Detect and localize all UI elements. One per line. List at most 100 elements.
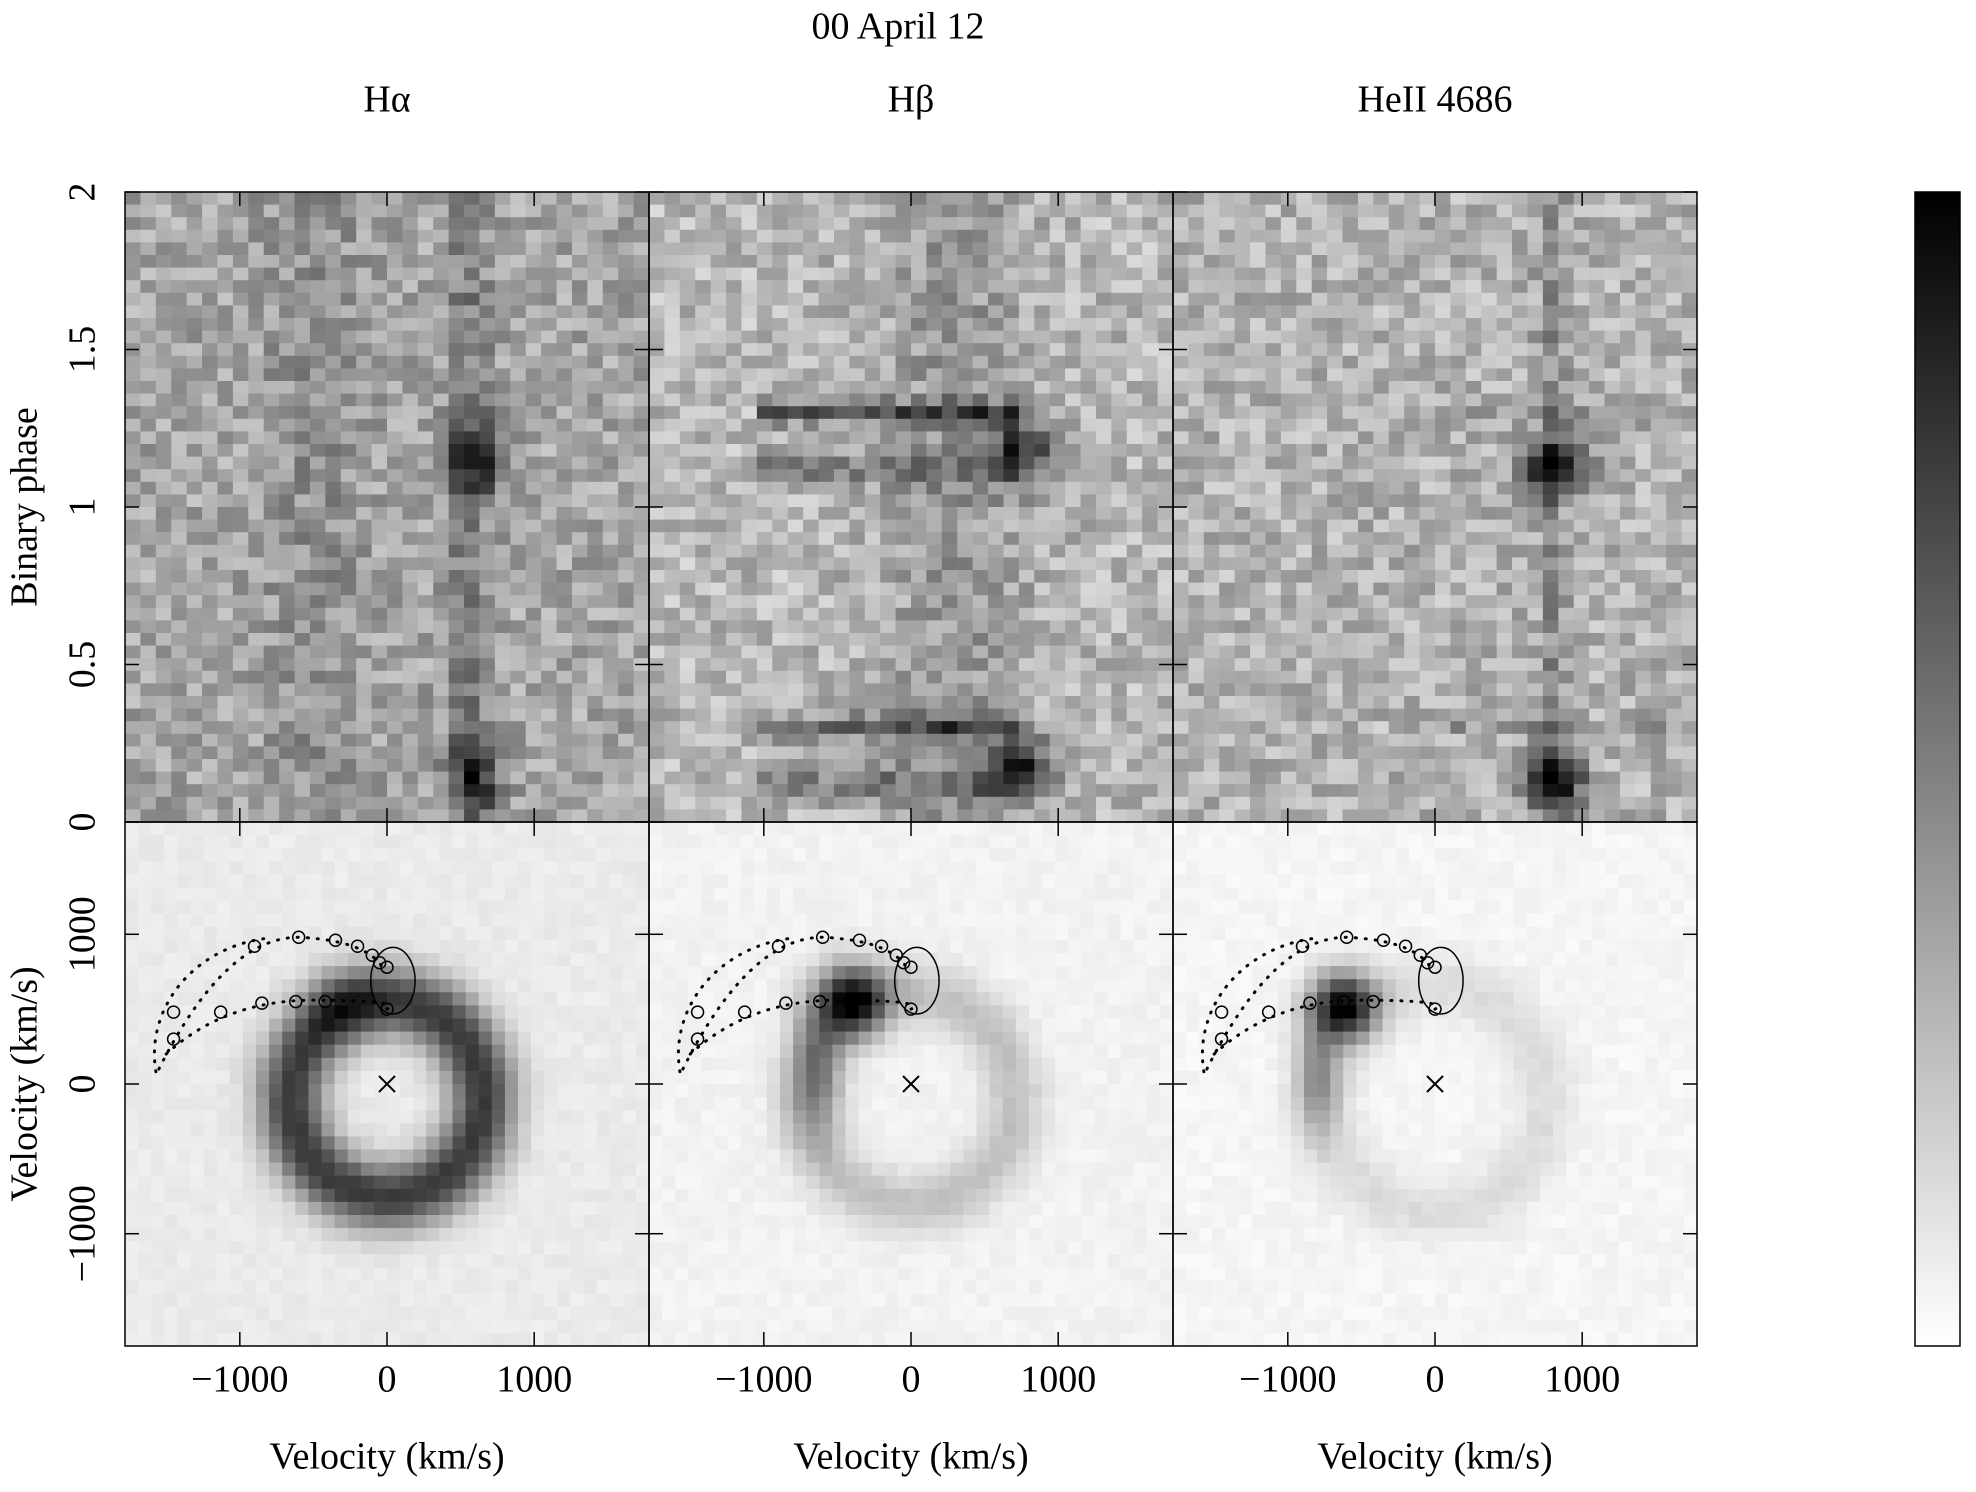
map-pixel bbox=[439, 992, 454, 1006]
map-pixel bbox=[504, 1018, 519, 1033]
spectrum-pixel bbox=[309, 431, 326, 445]
spectrum-pixel bbox=[602, 670, 619, 684]
map-pixel bbox=[439, 979, 454, 993]
map-pixel bbox=[465, 1070, 480, 1085]
spectrum-pixel bbox=[1003, 444, 1020, 458]
spectrum-pixel bbox=[556, 733, 573, 747]
spectrum-pixel bbox=[803, 381, 820, 395]
spectrum-pixel bbox=[957, 658, 974, 672]
map-pixel bbox=[308, 1110, 323, 1124]
spectrum-pixel bbox=[633, 431, 650, 445]
map-pixel bbox=[242, 1280, 257, 1295]
spectrum-pixel bbox=[833, 633, 850, 647]
spectrum-pixel bbox=[541, 393, 558, 407]
map-pixel bbox=[282, 939, 296, 954]
spectrum-pixel bbox=[1142, 796, 1159, 810]
spectrum-pixel bbox=[957, 746, 974, 760]
map-pixel bbox=[570, 1057, 585, 1072]
map-pixel bbox=[269, 1241, 283, 1255]
spectrum-pixel bbox=[309, 759, 326, 773]
spectrum-pixel bbox=[248, 620, 265, 634]
map-pixel bbox=[609, 979, 624, 993]
map-pixel bbox=[138, 1280, 152, 1295]
spectrum-pixel bbox=[232, 507, 249, 521]
spectrum-pixel bbox=[494, 570, 511, 584]
spectrum-pixel bbox=[803, 456, 820, 470]
spectrum-pixel bbox=[587, 708, 604, 722]
map-pixel bbox=[478, 1293, 493, 1308]
spectrum-pixel bbox=[864, 746, 881, 760]
map-pixel bbox=[334, 1201, 349, 1216]
map-pixel bbox=[387, 1188, 401, 1203]
spectrum-pixel bbox=[1126, 645, 1143, 659]
spectrum-pixel bbox=[125, 267, 142, 281]
map-pixel bbox=[334, 1293, 349, 1308]
spectrum-pixel bbox=[741, 645, 758, 659]
spectrum-pixel bbox=[464, 658, 481, 672]
spectrum-pixel bbox=[618, 796, 635, 810]
spectrum-pixel bbox=[803, 658, 820, 672]
spectrum-pixel bbox=[232, 721, 249, 735]
spectrum-pixel bbox=[140, 343, 157, 357]
map-pixel bbox=[308, 1332, 323, 1347]
spectrum-pixel bbox=[494, 368, 511, 382]
spectrum-pixel bbox=[387, 481, 404, 495]
map-pixel bbox=[177, 1149, 192, 1164]
map-pixel bbox=[504, 1306, 519, 1321]
map-pixel bbox=[544, 1201, 558, 1216]
spectrum-pixel bbox=[957, 456, 974, 470]
spectrum-pixel bbox=[1065, 557, 1082, 571]
map-pixel bbox=[216, 1254, 231, 1268]
map-pixel bbox=[308, 900, 323, 915]
spectrum-pixel bbox=[1018, 620, 1035, 634]
map-pixel bbox=[387, 861, 401, 875]
spectrum-pixel bbox=[417, 292, 434, 306]
spectrum-pixel bbox=[556, 217, 573, 231]
spectrum-pixel bbox=[1049, 645, 1066, 659]
spectrum-pixel bbox=[849, 607, 866, 621]
spectrum-pixel bbox=[571, 229, 588, 243]
spectrum-pixel bbox=[895, 267, 912, 281]
spectrum-pixel bbox=[217, 696, 234, 710]
spectrum-pixel bbox=[464, 784, 481, 798]
spectrum-pixel bbox=[710, 229, 727, 243]
spectrum-pixel bbox=[633, 292, 650, 306]
map-pixel bbox=[583, 1070, 598, 1085]
map-pixel bbox=[596, 966, 611, 980]
map-pixel bbox=[400, 1188, 414, 1203]
spectrum-pixel bbox=[1034, 418, 1051, 432]
spectrum-pixel bbox=[710, 721, 727, 735]
map-pixel bbox=[635, 900, 650, 915]
map-pixel bbox=[531, 1005, 545, 1020]
map-pixel bbox=[622, 861, 637, 875]
map-pixel bbox=[242, 887, 257, 902]
spectrum-pixel bbox=[741, 507, 758, 521]
spectrum-pixel bbox=[464, 696, 481, 710]
spectrum-pixel bbox=[926, 330, 943, 344]
spectrum-pixel bbox=[633, 759, 650, 773]
map-pixel bbox=[544, 953, 558, 967]
map-pixel bbox=[138, 1057, 152, 1072]
spectrum-pixel bbox=[525, 721, 542, 735]
spectrum-pixel bbox=[1095, 620, 1112, 634]
spectrum-pixel bbox=[325, 355, 342, 369]
spectrum-pixel bbox=[926, 292, 943, 306]
map-pixel bbox=[190, 887, 205, 902]
spectrum-pixel bbox=[263, 696, 280, 710]
spectrum-pixel bbox=[726, 229, 743, 243]
spectrum-pixel bbox=[448, 645, 465, 659]
map-pixel bbox=[125, 1293, 139, 1308]
map-pixel bbox=[373, 1123, 388, 1137]
spectrum-pixel bbox=[186, 507, 203, 521]
spectrum-pixel bbox=[787, 746, 804, 760]
spectrum-pixel bbox=[541, 494, 558, 508]
spectrum-pixel bbox=[941, 318, 958, 332]
spectrum-pixel bbox=[325, 570, 342, 584]
map-pixel bbox=[544, 1267, 558, 1282]
spectrum-pixel bbox=[957, 733, 974, 747]
map-pixel bbox=[203, 900, 218, 915]
spectrum-pixel bbox=[633, 481, 650, 495]
spectrum-pixel bbox=[1126, 633, 1143, 647]
spectrum-pixel bbox=[1142, 192, 1159, 206]
spectrum-pixel bbox=[417, 759, 434, 773]
